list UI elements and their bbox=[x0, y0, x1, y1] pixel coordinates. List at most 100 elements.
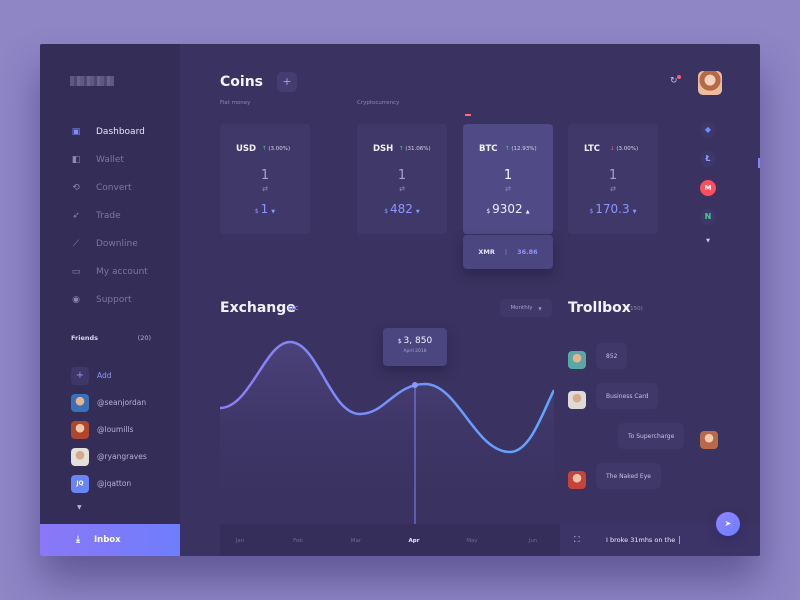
swap-icon[interactable]: ⇄ bbox=[610, 185, 616, 193]
chart-icon: ⟋ bbox=[72, 239, 80, 249]
coin-quantity: 1 bbox=[503, 168, 513, 183]
monero-icon[interactable]: M bbox=[700, 180, 716, 196]
coin-value: 36.86 bbox=[517, 248, 538, 256]
coin-card-dsh[interactable]: DSH ↑ (31.06%) 1 ⇄ $ 482 ▼ bbox=[357, 124, 447, 234]
ethereum-icon[interactable]: ◆ bbox=[700, 122, 716, 138]
add-friend-button[interactable]: + Add bbox=[71, 362, 171, 389]
add-friend-label: Add bbox=[97, 371, 112, 380]
sidebar-item-my-account[interactable]: ▭ My account bbox=[40, 258, 180, 286]
avatar[interactable] bbox=[568, 471, 586, 489]
chart-line bbox=[220, 340, 554, 454]
avatar[interactable] bbox=[568, 391, 586, 409]
download-icon: ⤓ bbox=[76, 535, 80, 545]
friend-item[interactable]: @ryangraves bbox=[71, 443, 171, 470]
coin-price[interactable]: $ 9302 ▲ bbox=[486, 202, 530, 216]
month-label[interactable]: Mar bbox=[350, 538, 362, 544]
friend-list: + Add @seanjordan @loumills @ryangraves … bbox=[71, 362, 171, 497]
chevron-down-icon: ▼ bbox=[271, 209, 276, 215]
sidebar-item-dashboard[interactable]: ▣ Dashboard bbox=[40, 118, 180, 146]
trollbox-title: Trollbox bbox=[568, 300, 631, 316]
period-value: Monthly bbox=[510, 305, 533, 311]
sidebar-item-downline[interactable]: ⟋ Downline bbox=[40, 230, 180, 258]
month-label-active[interactable]: Apr bbox=[408, 538, 420, 544]
friends-count: (20) bbox=[137, 334, 151, 342]
coin-quantity: 1 bbox=[260, 168, 270, 183]
send-button[interactable]: ➤ bbox=[716, 512, 740, 536]
tooltip-date: April 2018 bbox=[403, 349, 427, 354]
coin-name: DSH bbox=[373, 144, 394, 154]
friend-item[interactable]: @loumills bbox=[71, 416, 171, 443]
chart-marker-point bbox=[412, 382, 418, 388]
coin-change: ↑ (12.93%) bbox=[505, 146, 537, 152]
coin-card-usd[interactable]: USD ↑ (3.00%) 1 ⇄ $ 1 ▼ bbox=[220, 124, 310, 234]
coin-icon-list: ◆ Ł M N ▼ bbox=[693, 122, 723, 244]
coin-change-value: (12.93%) bbox=[511, 146, 537, 152]
fiat-money-label: Fiat money bbox=[220, 100, 251, 106]
swap-icon[interactable]: ⇄ bbox=[399, 185, 405, 193]
friend-item[interactable]: @seanjordan bbox=[71, 389, 171, 416]
chat-input[interactable]: ⛶ I broke 31mhs on the bbox=[560, 524, 760, 556]
chevron-down-icon: ▼ bbox=[415, 209, 420, 215]
chevron-down-icon[interactable]: ▼ bbox=[77, 504, 82, 511]
sidebar: ▣ Dashboard ◧ Wallet ⟲ Convert ➶ Trade ⟋… bbox=[40, 44, 180, 556]
coin-change: ↑ (31.06%) bbox=[399, 146, 431, 152]
coin-card-btc[interactable]: BTC ↑ (12.93%) 1 ⇄ $ 9302 ▲ bbox=[463, 124, 553, 234]
coin-price-value: 170.3 bbox=[595, 202, 630, 216]
wallet-icon: ◧ bbox=[71, 155, 81, 165]
coin-quantity: 1 bbox=[608, 168, 618, 183]
inbox-button[interactable]: ⤓ Inbox bbox=[40, 524, 180, 556]
month-label[interactable]: Feb bbox=[293, 538, 303, 544]
chevron-down-icon[interactable]: ▼ bbox=[706, 238, 710, 244]
avatar: JQ bbox=[71, 474, 89, 493]
coin-dropdown-option-xmr[interactable]: XMR | 36.86 bbox=[463, 235, 553, 269]
notification-icon[interactable]: ↻ bbox=[670, 76, 678, 86]
exchange-coin-tag: LTC bbox=[288, 306, 299, 312]
coin-change-value: (3.00%) bbox=[616, 146, 639, 152]
friend-handle: @jqatton bbox=[97, 479, 132, 488]
coins-title: Coins bbox=[220, 74, 263, 90]
sidebar-item-label: Support bbox=[96, 295, 132, 305]
avatar[interactable] bbox=[700, 431, 718, 449]
swap-icon[interactable]: ⇄ bbox=[262, 185, 268, 193]
sidebar-item-support[interactable]: ◉ Support bbox=[40, 286, 180, 314]
avatar[interactable] bbox=[568, 351, 586, 369]
account-icon: ▭ bbox=[71, 267, 81, 277]
coin-price[interactable]: $ 170.3 ▼ bbox=[589, 202, 637, 216]
chat-message: Business Card bbox=[596, 383, 659, 409]
expand-icon[interactable]: ⛶ bbox=[574, 535, 580, 544]
month-label[interactable]: Jun bbox=[528, 538, 538, 544]
sidebar-item-trade[interactable]: ➶ Trade bbox=[40, 202, 180, 230]
separator: | bbox=[504, 248, 508, 256]
month-label[interactable]: Jan bbox=[235, 538, 245, 544]
sidebar-item-wallet[interactable]: ◧ Wallet bbox=[40, 146, 180, 174]
avatar bbox=[71, 393, 89, 412]
sidebar-item-convert[interactable]: ⟲ Convert bbox=[40, 174, 180, 202]
coin-name: BTC bbox=[479, 144, 498, 154]
litecoin-icon[interactable]: Ł bbox=[700, 151, 716, 167]
month-axis bbox=[220, 524, 560, 556]
chart-area bbox=[220, 342, 554, 524]
avatar bbox=[71, 447, 89, 466]
coin-price[interactable]: $ 1 ▼ bbox=[254, 202, 276, 216]
arrow-up-icon: ↑ bbox=[262, 146, 267, 152]
month-label[interactable]: May bbox=[466, 538, 478, 544]
sidebar-item-label: Trade bbox=[96, 211, 121, 221]
exchange-chart[interactable] bbox=[220, 332, 554, 524]
friend-item[interactable]: JQ @jqatton bbox=[71, 470, 171, 497]
chevron-down-icon: ▼ bbox=[632, 209, 637, 215]
neo-icon[interactable]: N bbox=[700, 209, 716, 225]
chat-input-text[interactable]: I broke 31mhs on the bbox=[606, 536, 681, 544]
exchange-title: Exchange bbox=[220, 300, 296, 316]
swap-icon[interactable]: ⇄ bbox=[505, 185, 511, 193]
period-select[interactable]: Monthly ▼ bbox=[500, 299, 552, 317]
scrollbar[interactable] bbox=[758, 158, 760, 168]
coin-price[interactable]: $ 482 ▼ bbox=[384, 202, 420, 216]
active-indicator bbox=[465, 114, 471, 116]
coin-card-ltc[interactable]: LTC ↓ (3.00%) 1 ⇄ $ 170.3 ▼ bbox=[568, 124, 658, 234]
sidebar-item-label: Dashboard bbox=[96, 127, 145, 137]
cryptocurrency-label: Cryptocurrency bbox=[357, 100, 400, 106]
user-avatar[interactable] bbox=[698, 71, 722, 95]
send-icon: ➤ bbox=[724, 519, 732, 528]
sidebar-item-label: Downline bbox=[96, 239, 138, 249]
add-coin-button[interactable]: + bbox=[277, 72, 297, 92]
